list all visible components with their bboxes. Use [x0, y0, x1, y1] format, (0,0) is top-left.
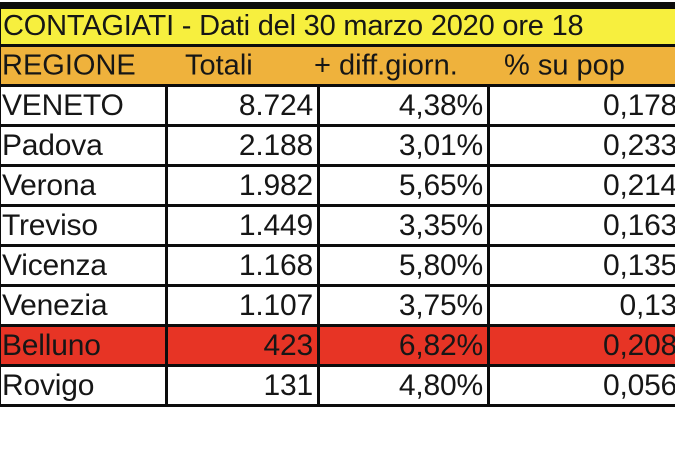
totali-value-cell: 131: [165, 364, 320, 407]
diff-giorn-value-cell: 6,82%: [317, 324, 490, 367]
pop-percent-value-cell: 0,208: [486, 324, 675, 367]
table-row: Rovigo 131 4,80% 0,056: [0, 364, 675, 407]
contagiati-table: CONTAGIATI - Dati del 30 marzo 2020 ore …: [0, 6, 675, 407]
diff-giorn-value-cell: 3,35%: [317, 204, 490, 247]
region-name-cell: Verona: [0, 164, 168, 207]
page-title: CONTAGIATI - Dati del 30 marzo 2020 ore …: [0, 6, 675, 47]
pop-percent-value-cell: 0,163: [486, 204, 675, 247]
diff-giorn-value-cell: 5,80%: [317, 244, 490, 287]
diff-giorn-value-cell: 3,75%: [317, 284, 490, 327]
totali-value-cell: 8.724: [165, 84, 320, 127]
diff-giorn-value-cell: 4,80%: [317, 364, 490, 407]
region-name-cell: Padova: [0, 124, 168, 167]
table-row: Venezia 1.107 3,75% 0,13: [0, 284, 675, 327]
table-row: Belluno 423 6,82% 0,208: [0, 324, 675, 367]
diff-giorn-value-cell: 5,65%: [317, 164, 490, 207]
column-header-regione: REGIONE: [2, 49, 136, 81]
totali-value-cell: 1.107: [165, 284, 320, 327]
totali-value-cell: 1.168: [165, 244, 320, 287]
pop-percent-value-cell: 0,056: [486, 364, 675, 407]
totali-value-cell: 423: [165, 324, 320, 367]
totali-value-cell: 2.188: [165, 124, 320, 167]
table-row: Padova 2.188 3,01% 0,233: [0, 124, 675, 167]
region-name-cell: VENETO: [0, 84, 168, 127]
pop-percent-value-cell: 0,178: [486, 84, 675, 127]
totali-value-cell: 1.982: [165, 164, 320, 207]
region-name-cell: Rovigo: [0, 364, 168, 407]
region-name-cell: Venezia: [0, 284, 168, 327]
column-header-pop: % su pop: [504, 49, 625, 81]
column-header-diff-giorn: + diff.giorn.: [314, 49, 458, 81]
column-header-totali: Totali: [185, 49, 253, 81]
table-row: Verona 1.982 5,65% 0,214: [0, 164, 675, 207]
region-name-cell: Belluno: [0, 324, 168, 367]
pop-percent-value-cell: 0,233: [486, 124, 675, 167]
table-row: Treviso 1.449 3,35% 0,163: [0, 204, 675, 247]
pop-percent-value-cell: 0,13: [486, 284, 675, 327]
diff-giorn-value-cell: 3,01%: [317, 124, 490, 167]
table-top-border: [0, 2, 675, 6]
column-header-row-cell: REGIONE Totali + diff.giorn. % su pop: [0, 44, 675, 87]
totali-value-cell: 1.449: [165, 204, 320, 247]
table-row: VENETO 8.724 4,38% 0,178: [0, 84, 675, 127]
diff-giorn-value-cell: 4,38%: [317, 84, 490, 127]
region-name-cell: Treviso: [0, 204, 168, 247]
pop-percent-value-cell: 0,135: [486, 244, 675, 287]
table-body: VENETO 8.724 4,38% 0,178 Padova 2.188 3,…: [0, 84, 675, 407]
header-row: REGIONE Totali + diff.giorn. % su pop: [0, 44, 675, 87]
pop-percent-value-cell: 0,214: [486, 164, 675, 207]
region-name-cell: Vicenza: [0, 244, 168, 287]
title-row: CONTAGIATI - Dati del 30 marzo 2020 ore …: [0, 6, 675, 47]
table-row: Vicenza 1.168 5,80% 0,135: [0, 244, 675, 287]
